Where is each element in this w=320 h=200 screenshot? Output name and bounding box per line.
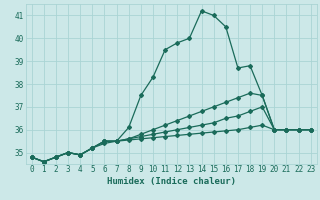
X-axis label: Humidex (Indice chaleur): Humidex (Indice chaleur) — [107, 177, 236, 186]
